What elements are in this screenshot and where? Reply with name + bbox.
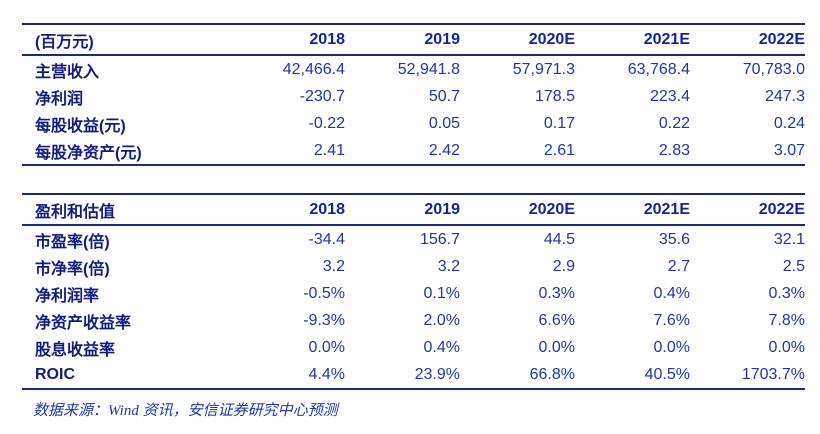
cell-value: 247.3 <box>764 87 805 105</box>
cell-value: -0.22 <box>308 114 345 132</box>
column-header-2018: 2018 <box>230 194 345 226</box>
valuation-header: 盈利和估值 <box>22 194 230 226</box>
column-header-2018: 2018 <box>230 24 345 56</box>
column-header-2020e: 2020E <box>460 24 575 56</box>
row-label: 净利润率 <box>35 287 100 305</box>
cell-value: 1703.7% <box>741 365 805 383</box>
cell-value: 0.0% <box>768 338 805 356</box>
cell-value: 42,466.4 <box>282 60 345 78</box>
cell-value: 3.07 <box>773 141 805 159</box>
cell-value: 2.42 <box>428 141 460 159</box>
cell-value: 0.4% <box>423 338 460 356</box>
cell-value: -9.3% <box>303 311 345 329</box>
row-label: 市盈率(倍) <box>35 233 110 251</box>
cell-value: 2.41 <box>313 141 345 159</box>
cell-value: 2.7 <box>667 257 690 275</box>
cell-value: 0.3% <box>538 284 575 302</box>
cell-value: 223.4 <box>649 87 690 105</box>
table-row-roe: 净资产收益率 -9.3% 2.0% 6.6% 7.6% 7.8% <box>22 307 805 334</box>
cell-value: 66.8% <box>529 365 575 383</box>
cell-value: 2.61 <box>543 141 575 159</box>
table-row-roic: ROIC 4.4% 23.9% 66.8% 40.5% 1703.7% <box>22 361 805 389</box>
unit-header: (百万元) <box>22 24 230 56</box>
cell-value: 57,971.3 <box>512 60 575 78</box>
cell-value: 23.9% <box>414 365 460 383</box>
cell-value: 32.1 <box>773 230 805 248</box>
table-row-pb: 市净率(倍) 3.2 3.2 2.9 2.7 2.5 <box>22 253 805 280</box>
cell-value: 0.24 <box>773 114 805 132</box>
cell-value: -230.7 <box>299 87 345 105</box>
table-row-pe: 市盈率(倍) -34.4 156.7 44.5 35.6 32.1 <box>22 225 805 253</box>
cell-value: 4.4% <box>308 365 345 383</box>
column-header-2022e: 2022E <box>690 24 805 56</box>
cell-value: 3.2 <box>322 257 345 275</box>
cell-value: 0.0% <box>538 338 575 356</box>
column-header-2019: 2019 <box>345 194 460 226</box>
cell-value: 0.1% <box>423 284 460 302</box>
column-header-2019: 2019 <box>345 24 460 56</box>
cell-value: -0.5% <box>303 284 345 302</box>
row-label: 净利润 <box>35 90 84 108</box>
cell-value: 50.7 <box>428 87 460 105</box>
cell-value: 0.17 <box>543 114 575 132</box>
row-label: ROIC <box>35 365 75 383</box>
table-row-bvps: 每股净资产(元) 2.41 2.42 2.61 2.83 3.07 <box>22 137 805 165</box>
cell-value: 40.5% <box>644 365 690 383</box>
cell-value: 7.8% <box>768 311 805 329</box>
table-header-row: (百万元) 2018 2019 2020E 2021E 2022E <box>22 24 805 56</box>
cell-value: 0.4% <box>653 284 690 302</box>
cell-value: 0.0% <box>653 338 690 356</box>
source-note: 数据来源：Wind 资讯，安信证券研究中心预测 <box>33 403 338 419</box>
column-header-2021e: 2021E <box>575 194 690 226</box>
cell-value: 2.9 <box>552 257 575 275</box>
column-header-2022e: 2022E <box>690 194 805 226</box>
cell-value: 52,941.8 <box>397 60 460 78</box>
column-header-2020e: 2020E <box>460 194 575 226</box>
cell-value: 2.83 <box>658 141 690 159</box>
column-header-2021e: 2021E <box>575 24 690 56</box>
cell-value: 3.2 <box>437 257 460 275</box>
cell-value: 156.7 <box>419 230 460 248</box>
cell-value: 178.5 <box>534 87 575 105</box>
table-row-net-profit: 净利润 -230.7 50.7 178.5 223.4 247.3 <box>22 83 805 110</box>
table-row-eps: 每股收益(元) -0.22 0.05 0.17 0.22 0.24 <box>22 110 805 137</box>
row-label: 市净率(倍) <box>35 260 110 278</box>
table-row-revenue: 主营收入 42,466.4 52,941.8 57,971.3 63,768.4… <box>22 55 805 83</box>
cell-value: 0.05 <box>428 114 460 132</box>
row-label: 主营收入 <box>35 63 100 81</box>
table-row-net-margin: 净利润率 -0.5% 0.1% 0.3% 0.4% 0.3% <box>22 280 805 307</box>
table-row-dividend-yield: 股息收益率 0.0% 0.4% 0.0% 0.0% 0.0% <box>22 334 805 361</box>
cell-value: 0.3% <box>768 284 805 302</box>
row-label: 每股收益(元) <box>35 117 126 135</box>
cell-value: 63,768.4 <box>627 60 690 78</box>
table-header-row: 盈利和估值 2018 2019 2020E 2021E 2022E <box>22 194 805 226</box>
cell-value: 6.6% <box>538 311 575 329</box>
cell-value: 44.5 <box>543 230 575 248</box>
row-label: 每股净资产(元) <box>35 144 142 162</box>
cell-value: 2.0% <box>423 311 460 329</box>
cell-value: -34.4 <box>308 230 345 248</box>
cell-value: 7.6% <box>653 311 690 329</box>
cell-value: 2.5 <box>782 257 805 275</box>
cell-value: 0.22 <box>658 114 690 132</box>
cell-value: 70,783.0 <box>742 60 805 78</box>
cell-value: 35.6 <box>658 230 690 248</box>
valuation-table: 盈利和估值 2018 2019 2020E 2021E 2022E 市盈率(倍)… <box>22 193 805 390</box>
financial-summary-table: (百万元) 2018 2019 2020E 2021E 2022E 主营收入 4… <box>22 23 805 166</box>
cell-value: 0.0% <box>308 338 345 356</box>
row-label: 净资产收益率 <box>35 314 132 332</box>
row-label: 股息收益率 <box>35 341 116 359</box>
